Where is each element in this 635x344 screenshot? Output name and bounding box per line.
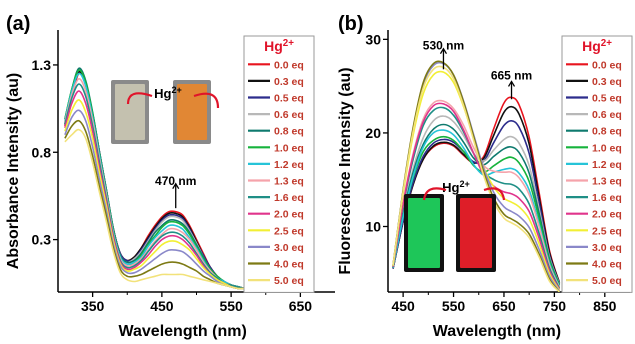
x-tick-label: 650 <box>492 298 516 314</box>
inset-vials: Hg2+ <box>404 179 506 272</box>
legend-entry: 0.5 eq <box>274 93 304 105</box>
x-tick-label: 350 <box>81 298 105 314</box>
legend-entry: 0.6 eq <box>274 109 304 121</box>
legend-entry: 1.2 eq <box>592 159 622 171</box>
y-tick-label: 0.3 <box>32 232 52 248</box>
series-line-2-5-eq <box>64 99 252 290</box>
series-line-1-2-eq <box>392 129 561 287</box>
y-tick-label: 10 <box>365 219 381 235</box>
series-line-4-0-eq <box>392 60 561 292</box>
legend-entry: 1.3 eq <box>274 176 304 188</box>
legend-entry: 2.0 eq <box>274 209 304 221</box>
series-line-5-0-eq <box>64 128 252 290</box>
x-tick-label: 550 <box>219 298 243 314</box>
inset-vials: Hg2+ <box>111 80 220 144</box>
legend-entry: 1.0 eq <box>592 142 622 154</box>
vial-solution <box>115 84 145 140</box>
legend-entry: 0.8 eq <box>592 126 622 138</box>
x-axis-title: Wavelength (nm) <box>433 323 561 340</box>
legend-entry: 4.0 eq <box>274 259 304 271</box>
x-tick-label: 450 <box>150 298 174 314</box>
chart-panel-a: (a) 350 450 550 650 0.3 0.8 1.3 Wavelength (nm) A… <box>5 13 335 340</box>
inset-arrows <box>126 92 220 109</box>
legend-entry: 0.8 eq <box>274 126 304 138</box>
annotation-arrowhead <box>172 182 180 190</box>
y-axis-title: Fluorescence Intensity (au) <box>337 67 354 274</box>
legend-entry: 0.0 eq <box>592 59 622 71</box>
inset-label: Hg2+ <box>442 179 470 195</box>
y-axis-title: Absorbance Intensity (au) <box>5 73 22 269</box>
x-axis-title: Wavelength (nm) <box>119 323 247 340</box>
annotation-arrowhead <box>439 47 448 55</box>
legend-entry: 4.0 eq <box>592 259 622 271</box>
x-tick-label: 450 <box>391 298 415 314</box>
x-tick-label: 750 <box>543 298 567 314</box>
vial-solution <box>408 198 440 268</box>
annotation-label: 470 nm <box>155 174 196 188</box>
legend-entry: 1.2 eq <box>274 159 304 171</box>
legend-title: Hg2+ <box>582 38 612 55</box>
legend-entry: 3.0 eq <box>592 242 622 254</box>
annotation-label: 530 nm <box>423 38 464 52</box>
legend-entry: 0.3 eq <box>274 76 304 88</box>
legend-entry: 0.6 eq <box>592 109 622 121</box>
inset-label: Hg2+ <box>154 85 182 101</box>
legend-entry: 1.6 eq <box>274 192 304 204</box>
legend-entry: 1.0 eq <box>274 142 304 154</box>
legend-entry: 2.5 eq <box>592 225 622 237</box>
legend: Hg2+ 0.0 eq 0.3 eq 0.5 eq 0.6 eq 0.8 eq 1.0 eq… <box>561 35 633 293</box>
y-tick-label: 30 <box>365 31 381 47</box>
legend: Hg2+ 0.0 eq 0.3 eq 0.5 eq 0.6 eq 0.8 eq 1.0 eq… <box>243 35 315 293</box>
legend-entry: 3.0 eq <box>274 242 304 254</box>
legend-entry: 5.0 eq <box>592 275 622 287</box>
series-lines <box>64 67 252 290</box>
legend-entry: 1.6 eq <box>592 192 622 204</box>
chart-panel-b: (b) 450 550 650 750 850 10 20 30 Wavelength (nm) F… <box>337 13 633 340</box>
y-tick-label: 20 <box>365 125 381 141</box>
legend-title: Hg2+ <box>264 38 294 55</box>
series-lines <box>392 60 561 292</box>
x-tick-label: 650 <box>289 298 313 314</box>
legend-entry: 0.3 eq <box>592 76 622 88</box>
panel-label: (b) <box>338 13 364 35</box>
x-tick-label: 850 <box>593 298 617 314</box>
annotation-label: 665 nm <box>491 68 532 82</box>
series-line-5-0-eq <box>392 65 560 292</box>
inset-arrows <box>422 187 506 201</box>
panel-label: (a) <box>6 13 30 35</box>
legend-entry: 1.3 eq <box>592 176 622 188</box>
legend-entry: 0.0 eq <box>274 59 304 71</box>
vial-solution <box>460 198 492 268</box>
y-tick-label: 1.3 <box>32 57 52 73</box>
vial-solution <box>177 84 207 140</box>
legend-entry: 2.5 eq <box>274 225 304 237</box>
x-tick-label: 550 <box>442 298 466 314</box>
y-tick-label: 0.8 <box>32 144 52 160</box>
legend-entry: 2.0 eq <box>592 209 622 221</box>
legend-entry: 0.5 eq <box>592 93 622 105</box>
legend-entry: 5.0 eq <box>274 275 304 287</box>
annotation-arrowhead <box>507 80 516 87</box>
series-line-2-0-eq <box>392 102 561 290</box>
